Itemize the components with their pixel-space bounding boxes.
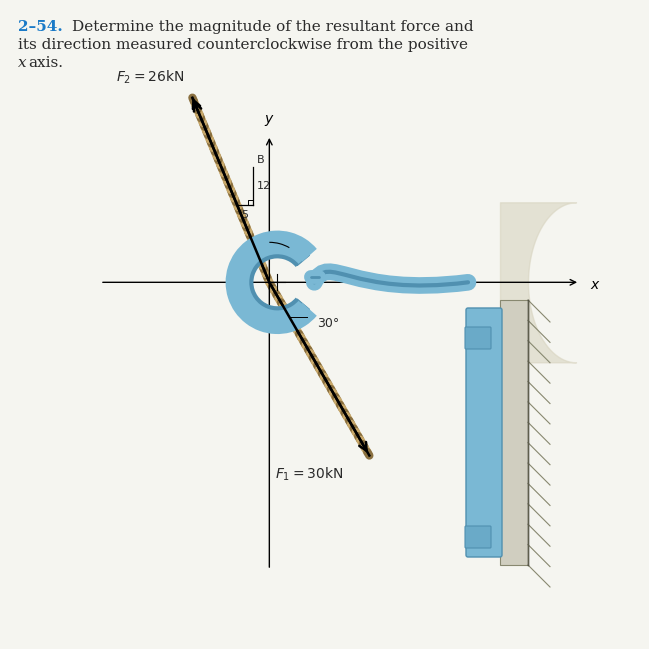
Text: $y$: $y$ xyxy=(264,113,275,128)
Text: $F_2 = 26\mathrm{kN}$: $F_2 = 26\mathrm{kN}$ xyxy=(116,68,184,86)
FancyBboxPatch shape xyxy=(466,308,502,557)
Text: Determine the magnitude of the resultant force and: Determine the magnitude of the resultant… xyxy=(72,20,474,34)
Wedge shape xyxy=(236,240,310,324)
FancyBboxPatch shape xyxy=(465,526,491,548)
Text: 30°: 30° xyxy=(317,317,339,330)
FancyBboxPatch shape xyxy=(465,327,491,349)
Text: 2–54.: 2–54. xyxy=(18,20,63,34)
Text: its direction measured counterclockwise from the positive: its direction measured counterclockwise … xyxy=(18,38,468,52)
Text: $F_1 = 30\mathrm{kN}$: $F_1 = 30\mathrm{kN}$ xyxy=(275,465,343,483)
Text: x: x xyxy=(18,56,27,70)
Text: B: B xyxy=(257,154,265,165)
Text: 12: 12 xyxy=(257,181,271,191)
Text: 5: 5 xyxy=(241,210,249,220)
Text: axis.: axis. xyxy=(28,56,63,70)
Text: $x$: $x$ xyxy=(590,278,601,292)
Bar xyxy=(500,300,528,565)
